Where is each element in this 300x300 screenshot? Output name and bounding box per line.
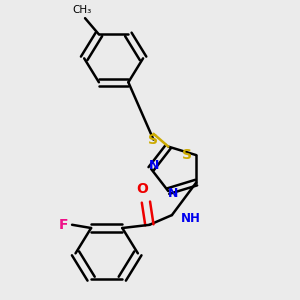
Text: NH: NH (181, 212, 200, 225)
Text: CH₃: CH₃ (72, 5, 91, 15)
Text: S: S (182, 148, 193, 162)
Text: S: S (148, 133, 158, 147)
Text: N: N (148, 159, 159, 172)
Text: F: F (59, 218, 69, 232)
Text: O: O (136, 182, 148, 196)
Text: N: N (168, 187, 179, 200)
